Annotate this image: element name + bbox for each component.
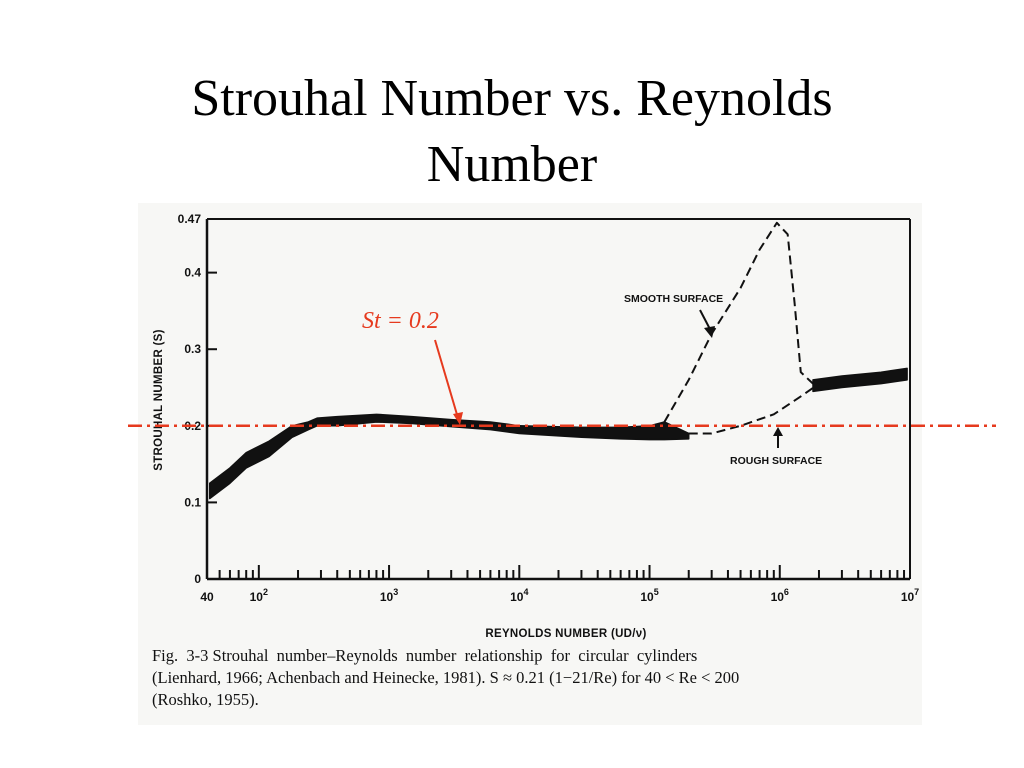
- chart-marks: [209, 221, 908, 500]
- x-tick-exponent: 6: [784, 587, 789, 597]
- figure-caption: Fig. 3-3 Strouhal number–Reynolds number…: [152, 645, 918, 711]
- x-tick-exponent: 7: [914, 587, 919, 597]
- data-band-0: [209, 413, 690, 500]
- rough-surface-arrowhead: [773, 427, 783, 436]
- st-reference-label: St = 0.2: [362, 308, 439, 334]
- y-tick-label: 0.4: [184, 266, 201, 280]
- st-label-arrowhead: [453, 412, 463, 425]
- y-tick-label: 0.3: [184, 342, 201, 356]
- smooth-surface-curve: [663, 221, 814, 423]
- slide-title-line1: Strouhal Number vs. Reynolds: [191, 70, 833, 127]
- x-tick-label: 107: [901, 587, 919, 604]
- x-tick-exponent: 5: [654, 587, 659, 597]
- x-tick-exponent: 3: [393, 587, 398, 597]
- st-label-arrow: [434, 339, 459, 419]
- x-tick-label: 106: [771, 587, 789, 604]
- slide-title-line2: Number: [426, 136, 598, 193]
- x-tick-label: 102: [250, 587, 268, 604]
- x-tick-exponent: 4: [523, 587, 528, 597]
- rough-surface-curve: [688, 382, 820, 435]
- y-tick-label: 0.47: [178, 212, 202, 226]
- caption-line3: (Roshko, 1955).: [152, 690, 259, 709]
- y-tick-label: 0.1: [184, 495, 201, 509]
- slide-title: Strouhal Number vs. Reynolds Number: [0, 66, 1024, 198]
- caption-line2: (Lienhard, 1966; Achenbach and Heinecke,…: [152, 668, 740, 687]
- caption-line1: Fig. 3-3 Strouhal number–Reynolds number…: [152, 645, 918, 667]
- y-tick-label: 0: [194, 572, 201, 586]
- plot-frame: [205, 218, 911, 581]
- reference-line-group: [128, 339, 996, 428]
- smooth-surface-arrowhead: [704, 326, 715, 338]
- rough-surface-label: ROUGH SURFACE: [730, 455, 822, 467]
- scanned-figure-background: [138, 203, 922, 725]
- x-tick-label: 103: [380, 587, 398, 604]
- smooth-surface-label: SMOOTH SURFACE: [624, 293, 723, 305]
- y-axis-title: STROUHAL NUMBER (S): [153, 329, 165, 471]
- annotation-arrows: [699, 309, 783, 448]
- x-tick-label: 40: [200, 590, 214, 604]
- caption-fig-label: Fig. 3-3: [152, 646, 209, 665]
- x-tick-exponent: 2: [263, 587, 268, 597]
- x-tick-label: 104: [510, 587, 528, 604]
- caption-line1-text: Strouhal number–Reynolds number relation…: [208, 646, 698, 665]
- x-axis-title: REYNOLDS NUMBER (UD/ν): [485, 628, 646, 640]
- x-tick-label: 105: [640, 587, 658, 604]
- data-band-1: [812, 367, 908, 393]
